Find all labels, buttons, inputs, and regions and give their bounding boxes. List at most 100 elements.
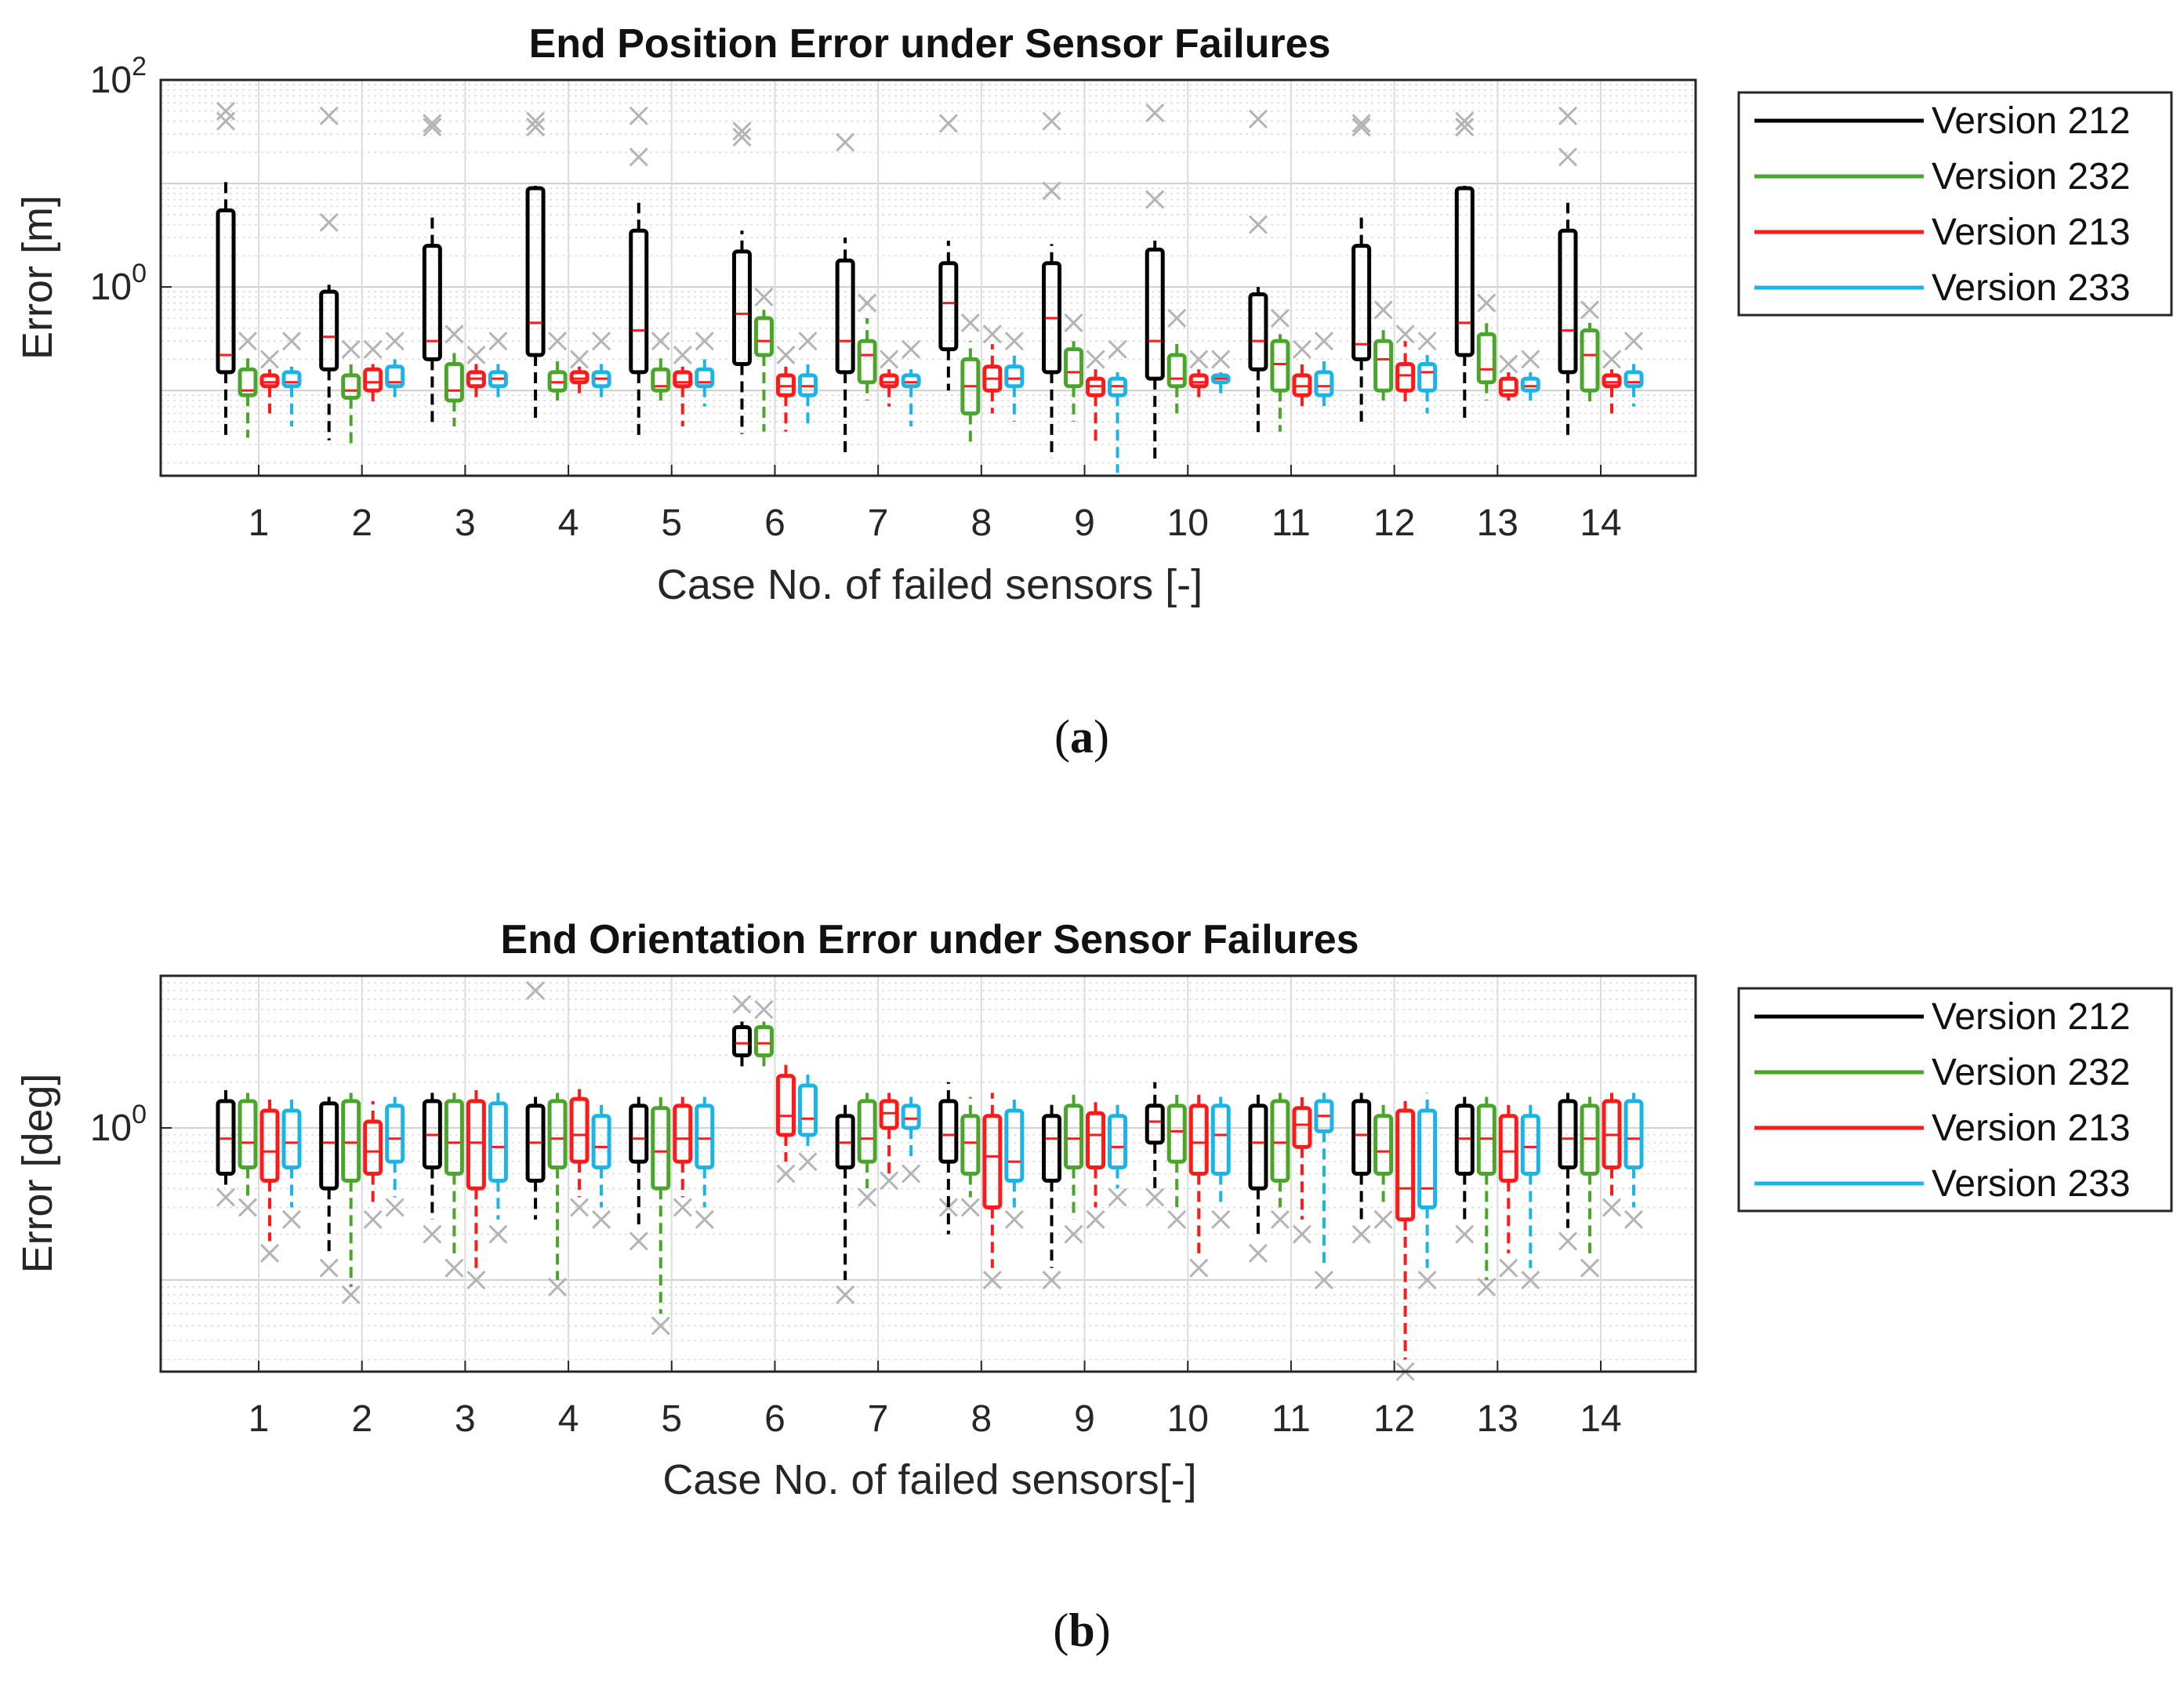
outlier-marker (259, 1243, 280, 1263)
outlier-marker (526, 118, 546, 137)
box-version-233-case-8 (1004, 1097, 1025, 1229)
outlier-marker (444, 1258, 464, 1278)
outlier-marker (1623, 1209, 1644, 1229)
y-ticks-b: 100 (90, 1100, 172, 1149)
box-iqr (1373, 339, 1394, 393)
outlier-marker (363, 1209, 383, 1229)
box-iqr (879, 1099, 899, 1130)
box-iqr (363, 367, 383, 393)
box-iqr (466, 1099, 486, 1191)
outlier-marker (651, 332, 670, 351)
outlier-marker (1602, 1198, 1622, 1217)
box-version-233-case-3 (488, 1093, 508, 1244)
box-version-233-case-14 (1623, 1093, 1644, 1229)
box-version-233-case-5 (695, 332, 715, 407)
box-version-212-case-3 (422, 114, 442, 426)
box-iqr (1602, 1099, 1622, 1169)
box-iqr (1351, 244, 1372, 361)
box-version-232-case-5 (651, 1097, 671, 1336)
outlier-marker (1417, 332, 1437, 351)
box-version-233-case-7 (901, 339, 921, 426)
box-version-233-case-5 (695, 1097, 715, 1229)
outlier-marker (1292, 339, 1311, 359)
outlier-marker (238, 1198, 258, 1217)
outlier-marker (1042, 181, 1061, 201)
box-iqr (629, 1104, 649, 1164)
box-version-213-case-3 (466, 345, 486, 401)
box-version-213-case-4 (569, 350, 590, 396)
box-version-213-case-2 (363, 1100, 383, 1229)
box-version-212-case-1 (216, 1089, 236, 1207)
box-iqr (363, 1119, 383, 1176)
box-version-232-case-11 (1270, 308, 1290, 432)
outlier-marker (1064, 1224, 1083, 1244)
outlier-marker (548, 1277, 568, 1297)
box-iqr (1476, 332, 1497, 385)
outlier-marker (1314, 1271, 1333, 1290)
box-iqr (1476, 1104, 1497, 1176)
box-iqr (591, 1114, 611, 1169)
box-iqr (835, 258, 855, 375)
outlier-marker (651, 1316, 670, 1336)
box-iqr (466, 370, 486, 389)
outlier-marker (444, 324, 464, 344)
box-iqr (857, 1099, 877, 1164)
box-version-233-case-11 (1314, 1093, 1334, 1290)
x-tick-label: 3 (455, 502, 476, 544)
box-iqr (1166, 1104, 1187, 1164)
box-iqr (385, 364, 405, 389)
box-version-213-case-11 (1292, 339, 1312, 407)
box-iqr (797, 373, 818, 397)
box-version-213-case-9 (1086, 350, 1106, 445)
box-version-233-case-6 (797, 1072, 818, 1172)
box-version-212-case-3 (422, 1093, 442, 1244)
outlier-marker (1145, 103, 1165, 123)
box-version-212-case-13 (1454, 111, 1475, 422)
box-iqr (281, 370, 302, 389)
outlier-marker (319, 106, 339, 125)
box-iqr (982, 1114, 1003, 1210)
box-version-232-case-8 (960, 313, 981, 445)
box-iqr (673, 1104, 693, 1164)
box-version-213-case-7 (879, 1093, 899, 1191)
outlier-marker (1108, 339, 1127, 359)
box-version-232-case-14 (1580, 1097, 1600, 1278)
box-version-213-case-4 (569, 1089, 590, 1217)
box-iqr (753, 316, 774, 357)
box-iqr (1395, 1108, 1416, 1222)
outlier-marker (488, 1224, 508, 1244)
box-iqr (1417, 1108, 1438, 1210)
box-version-232-case-3 (444, 1093, 464, 1278)
box-version-232-case-10 (1166, 1093, 1187, 1229)
x-tick-label: 12 (1373, 502, 1415, 544)
outlier-marker (629, 106, 648, 125)
outlier-marker (423, 118, 442, 137)
box-version-212-case-5 (629, 106, 649, 437)
outlier-marker (423, 1224, 442, 1244)
box-iqr (835, 1114, 855, 1169)
outlier-marker (673, 1198, 692, 1217)
outlier-marker (1064, 313, 1083, 332)
outlier-marker (1167, 1209, 1187, 1229)
box-iqr (259, 373, 280, 389)
box-iqr (488, 370, 508, 389)
outlier-marker (1145, 190, 1165, 209)
box-version-212-case-8 (938, 114, 959, 391)
x-tick-label: 8 (970, 502, 992, 544)
box-version-232-case-12 (1373, 300, 1394, 401)
outlier-marker (1558, 147, 1578, 167)
outlier-marker (982, 324, 1002, 344)
box-version-233-case-6 (797, 332, 818, 426)
box-iqr (775, 1074, 796, 1137)
box-version-212-case-1 (216, 101, 236, 438)
outlier-marker (732, 127, 752, 147)
outlier-marker (526, 111, 546, 131)
outlier-marker (1086, 350, 1105, 369)
outlier-marker (1351, 114, 1371, 133)
outlier-marker (1455, 118, 1475, 137)
box-version-233-case-2 (385, 332, 405, 401)
outlier-marker (341, 339, 361, 359)
box-iqr (1042, 1114, 1062, 1183)
box-version-212-case-10 (1145, 1082, 1165, 1207)
box-iqr (731, 249, 752, 366)
